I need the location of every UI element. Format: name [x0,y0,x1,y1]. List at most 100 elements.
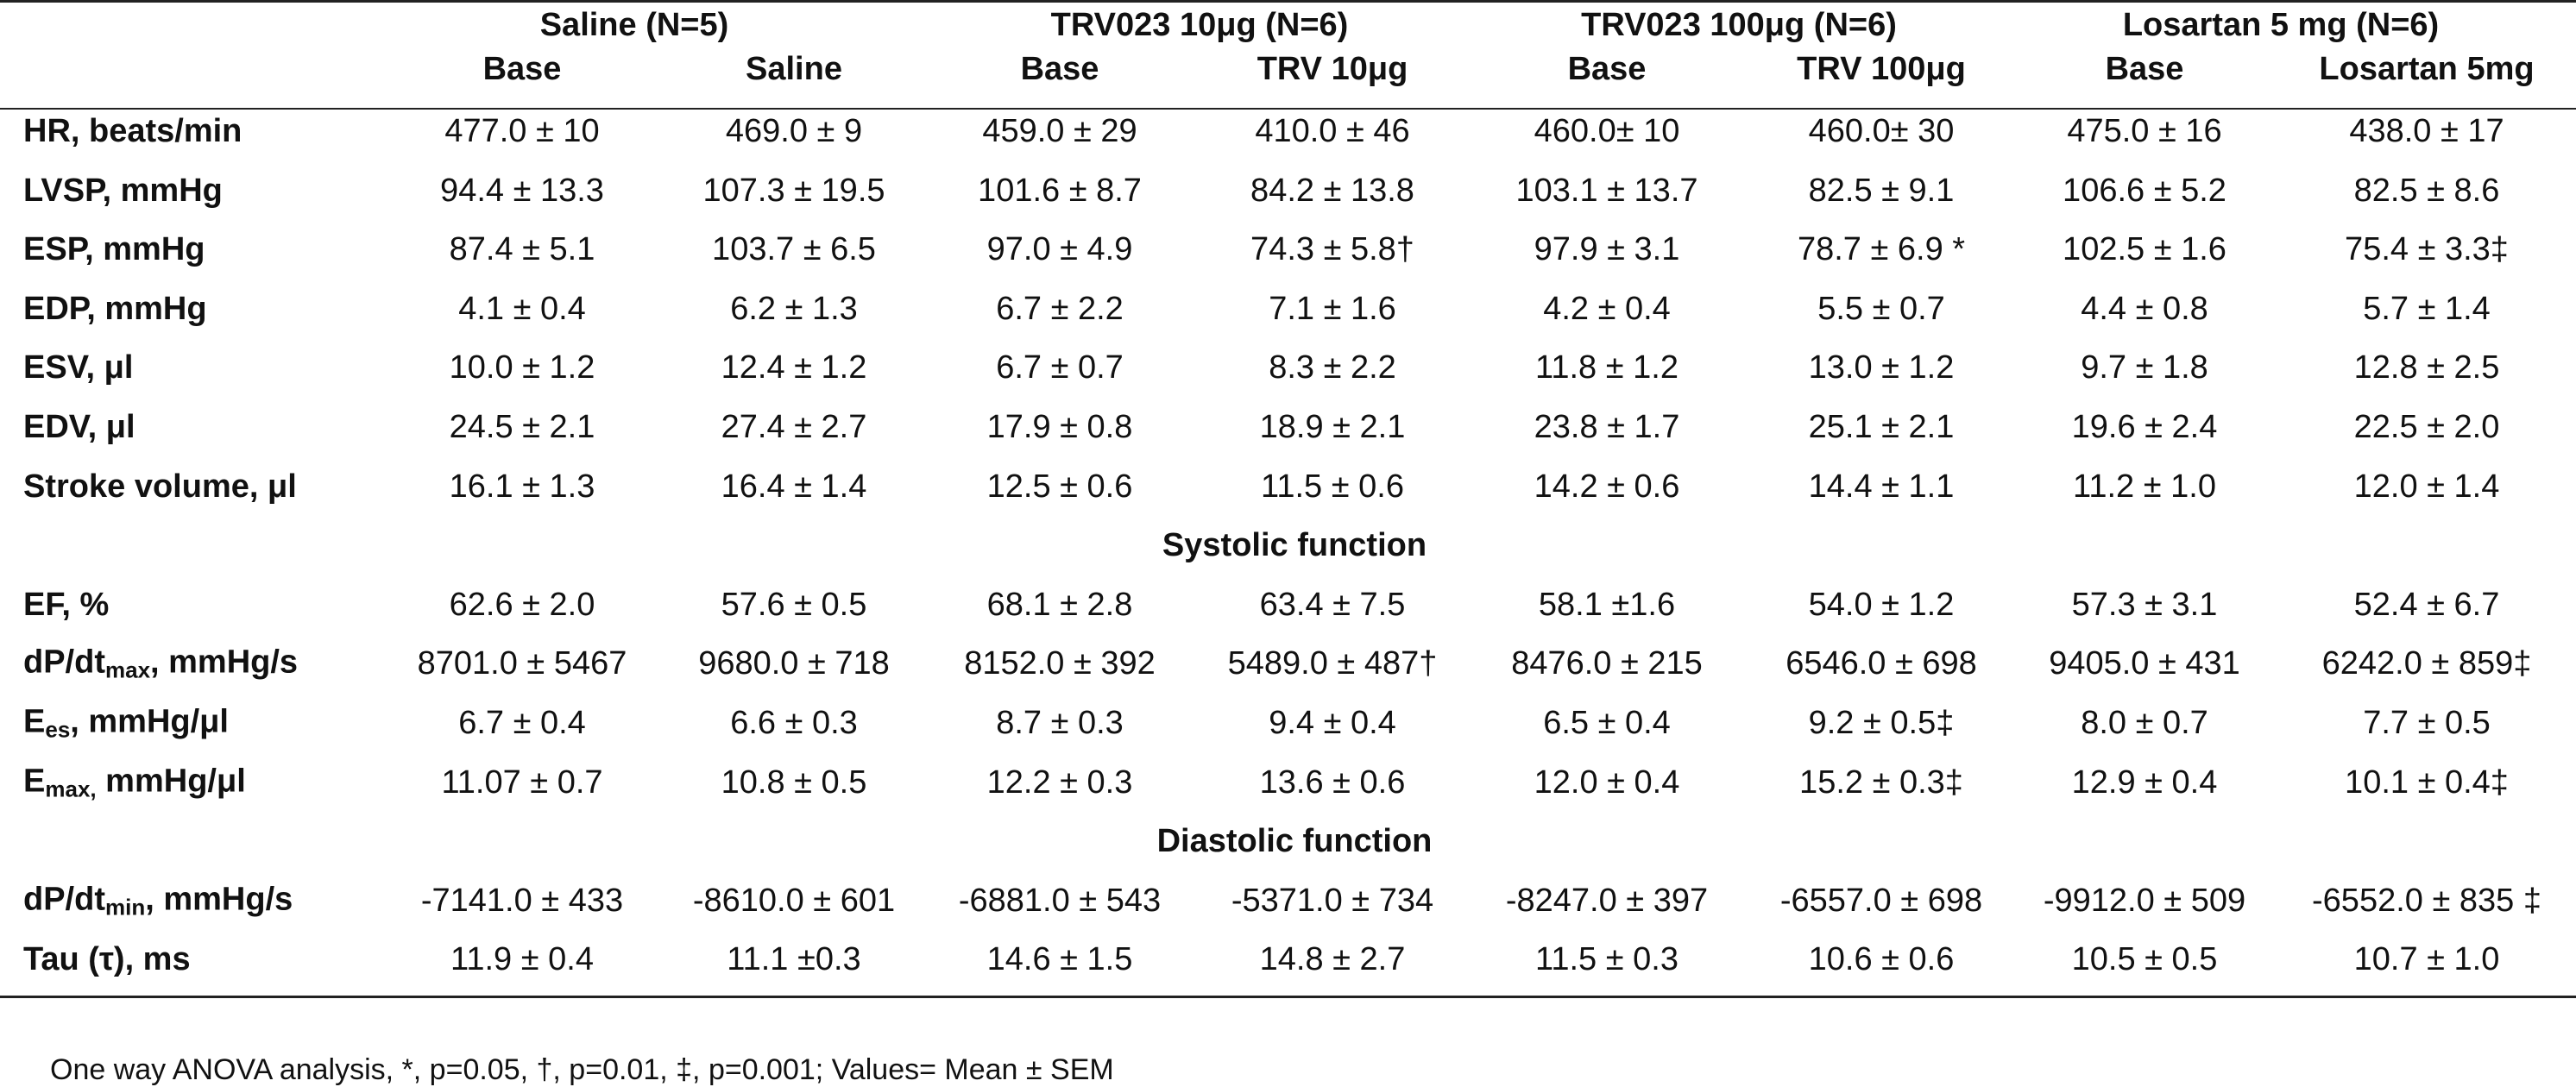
cell: 12.2 ± 0.3 [986,763,1133,801]
column-header: Base [1020,51,1099,87]
cell: 459.0 ± 29 [982,113,1137,149]
group-header: TRV023 100μg (N=6) [1581,7,1897,43]
cell: 13.6 ± 0.6 [1259,763,1406,801]
cell: 6.6 ± 0.3 [730,705,858,741]
cell: 11.1 ±0.3 [727,941,861,978]
label-text: ESV, μl [23,349,134,386]
cell: 4.1 ± 0.4 [458,290,586,327]
cell: 9680.0 ± 718 [698,645,890,682]
column-header: Base [1567,51,1647,87]
label-sub: max [104,657,151,683]
cell: 8476.0 ± 215 [1511,645,1703,682]
cell: 8152.0 ± 392 [964,645,1156,682]
cell: -8610.0 ± 601 [692,882,896,919]
cell: 19.6 ± 2.4 [2071,409,2218,445]
cell: 87.4 ± 5.1 [449,231,595,268]
row-label: ESV, μl [23,351,133,384]
cell: 12.4 ± 1.2 [721,349,867,386]
cell: 8.7 ± 0.3 [996,705,1124,741]
cell: 11.8 ± 1.2 [1535,349,1678,386]
cell: 101.6 ± 8.7 [978,172,1142,209]
cell: 22.5 ± 2.0 [2353,409,2500,445]
label-text: Tau (τ), ms [23,941,191,978]
cell: -6552.0 ± 835 ‡ [2312,882,2541,919]
top-rule [0,0,2576,3]
cell: 14.2 ± 0.6 [1534,468,1680,505]
cell: 25.1 ± 2.1 [1808,409,1955,445]
cell: 7.7 ± 0.5 [2363,705,2491,741]
label-text: EF, % [23,586,110,623]
cell: 10.1 ± 0.4‡ [2345,763,2509,801]
label-after: , mmHg/μl [70,703,229,740]
cell: 12.0 ± 0.4 [1534,763,1680,801]
bottom-rule [0,996,2576,998]
cell: 6.7 ± 0.7 [996,349,1124,386]
cell: 12.8 ± 2.5 [2353,349,2500,386]
cell: 15.2 ± 0.3‡ [1799,763,1963,801]
cell: 12.0 ± 1.4 [2353,468,2500,505]
column-header: TRV 100μg [1797,51,1966,87]
cell: 27.4 ± 2.7 [721,409,867,445]
cell: 82.5 ± 9.1 [1808,172,1955,209]
label-sub: min [104,894,146,920]
row-label: HR, beats/min [23,115,242,148]
cell: 18.9 ± 2.1 [1259,409,1406,445]
cell: 12.9 ± 0.4 [2071,763,2218,801]
cell: 11.5 ± 0.6 [1261,468,1404,505]
cell: 475.0 ± 16 [2067,113,2222,149]
cell: 9.2 ± 0.5‡ [1808,705,1955,741]
cell: 10.6 ± 0.6 [1808,941,1955,978]
cell: 10.0 ± 1.2 [449,349,595,386]
label-after: mmHg/μl [96,763,246,800]
row-label: dP/dtmax, mmHg/s [23,646,298,682]
cell: 6.5 ± 0.4 [1543,705,1671,741]
group-header: Saline (N=5) [539,7,729,43]
column-header: Losartan 5mg [2319,51,2535,87]
cell: 63.4 ± 7.5 [1259,586,1406,623]
cell: 54.0 ± 1.2 [1808,586,1955,623]
column-header: Saline [746,51,842,87]
cell: 16.1 ± 1.3 [449,468,595,505]
cell: 97.0 ± 4.9 [986,231,1133,268]
row-label: Stroke volume, μl [23,470,297,503]
cell: 17.9 ± 0.8 [986,409,1133,445]
cell: 94.4 ± 13.3 [440,172,604,209]
cell: 9.4 ± 0.4 [1269,705,1396,741]
cell: 11.5 ± 0.3 [1535,941,1678,978]
label-text: ESP, mmHg [23,231,205,268]
cell: 24.5 ± 2.1 [449,409,595,445]
column-header: Base [482,51,562,87]
label-after: , mmHg/s [150,644,299,681]
cell: 410.0 ± 46 [1255,113,1410,149]
group-header: Losartan 5 mg (N=6) [2122,7,2440,43]
header-rule [0,108,2576,110]
cell: -6557.0 ± 698 [1779,882,1983,919]
label-text: dP/dt [23,644,105,681]
column-header: Base [2105,51,2184,87]
label-text: dP/dt [23,881,105,918]
label-text: LVSP, mmHg [23,172,223,209]
cell: 8.3 ± 2.2 [1269,349,1396,386]
row-label: Tau (τ), ms [23,943,191,976]
cell: 12.5 ± 0.6 [986,468,1133,505]
cell: 460.0± 10 [1534,113,1680,149]
cell: 75.4 ± 3.3‡ [2345,231,2509,268]
row-label: EF, % [23,588,109,621]
cell: 11.07 ± 0.7 [441,763,603,801]
cell: 6242.0 ± 859‡ [2321,645,2532,682]
label-sub: max, [45,776,97,802]
cell: -7141.0 ± 433 [420,882,624,919]
cell: -9912.0 ± 509 [2043,882,2246,919]
cell: 23.8 ± 1.7 [1534,409,1680,445]
cell: 84.2 ± 13.8 [1250,172,1414,209]
cell: 57.3 ± 3.1 [2071,586,2218,623]
label-after: , mmHg/s [145,881,293,918]
cell: 5.7 ± 1.4 [2363,290,2491,327]
label-sub: es [45,716,71,743]
cell: 14.8 ± 2.7 [1259,941,1406,978]
cell: 103.1 ± 13.7 [1515,172,1698,209]
row-label: LVSP, mmHg [23,174,223,207]
cell: 58.1 ±1.6 [1538,586,1676,623]
cell: 9405.0 ± 431 [2049,645,2240,682]
cell: -6881.0 ± 543 [958,882,1162,919]
